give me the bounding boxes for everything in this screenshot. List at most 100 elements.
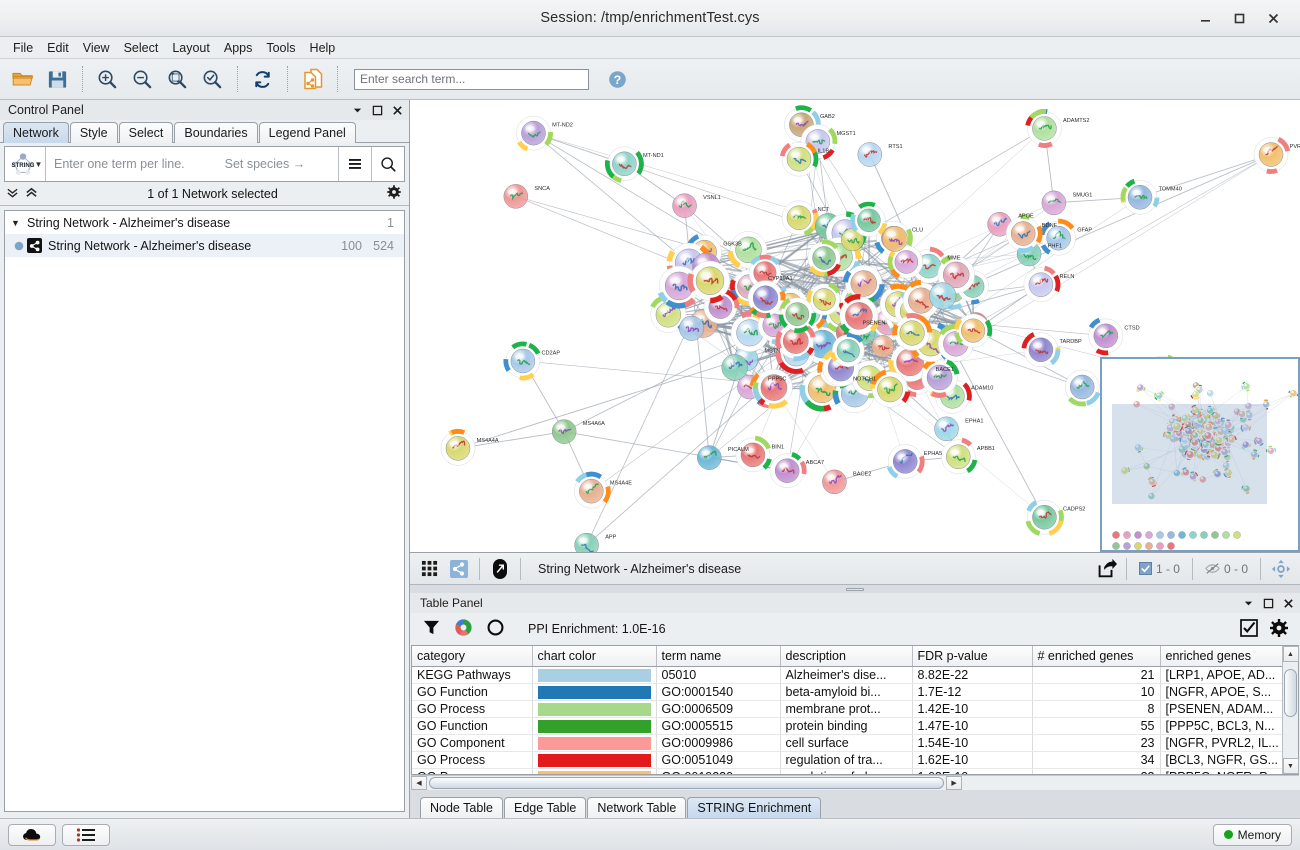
menu-help[interactable]: Help xyxy=(309,40,336,55)
network-share-icon[interactable] xyxy=(444,556,474,582)
zoom-in-icon[interactable] xyxy=(91,63,124,96)
network-node[interactable] xyxy=(521,120,546,146)
panel-splitter[interactable] xyxy=(410,585,1300,593)
expand-triangle-icon[interactable]: ▼ xyxy=(11,217,20,228)
chevron-down-icon[interactable] xyxy=(352,105,363,116)
network-node[interactable] xyxy=(445,436,471,461)
search-input[interactable]: Enter search term... xyxy=(354,68,589,90)
table-row[interactable]: GO Function GO:0001540 beta-amyloid bi... 1… xyxy=(412,683,1282,701)
network-node[interactable] xyxy=(1243,383,1250,390)
hidden-nodes-count[interactable]: 0 - 0 xyxy=(1198,562,1255,576)
network-node[interactable] xyxy=(1093,323,1119,349)
network-node[interactable] xyxy=(612,151,637,177)
grid-icon[interactable] xyxy=(414,556,444,582)
menu-file[interactable]: File xyxy=(13,40,34,55)
zoom-out-icon[interactable] xyxy=(126,63,159,96)
column-header-fdr-pvalue[interactable]: FDR p-value xyxy=(912,646,1033,667)
close-panel-icon[interactable] xyxy=(392,105,403,116)
menu-tools[interactable]: Tools xyxy=(266,40,296,55)
network-node[interactable] xyxy=(850,270,877,297)
table-row[interactable]: GO Process GO:0006509 membrane prot... 1.42… xyxy=(412,700,1282,718)
menu-apps[interactable]: Apps xyxy=(223,40,253,55)
network-node[interactable] xyxy=(871,335,895,358)
tab-network[interactable]: Network xyxy=(3,122,69,143)
select-all-checkbox-icon[interactable] xyxy=(1240,618,1258,640)
minimize-button[interactable] xyxy=(1188,3,1222,33)
gear-icon[interactable] xyxy=(387,185,401,202)
network-node[interactable] xyxy=(894,250,919,274)
network-node[interactable] xyxy=(1028,272,1054,297)
tab-legend-panel[interactable]: Legend Panel xyxy=(258,122,356,143)
network-node[interactable] xyxy=(1192,391,1199,398)
network-node[interactable] xyxy=(1010,221,1036,246)
string-search-icon[interactable] xyxy=(372,147,404,181)
set-species-link[interactable]: Set species → xyxy=(224,157,306,171)
network-canvas[interactable]: MT-ND2 MT-ND1 VSNL1 CD2AP MS4A4A MS4A6A MS4A4E… xyxy=(410,100,1300,553)
collapse-all-icon[interactable] xyxy=(6,186,19,202)
network-node[interactable] xyxy=(892,449,918,474)
network-node[interactable] xyxy=(1267,447,1275,455)
cloud-button[interactable] xyxy=(8,823,56,846)
table-horizontal-scrollbar[interactable]: ◀ ▶ xyxy=(411,775,1299,790)
scroll-up-arrow-icon[interactable]: ▲ xyxy=(1282,646,1299,662)
network-node[interactable] xyxy=(857,142,883,167)
network-node[interactable] xyxy=(785,302,810,326)
tree-row-parent[interactable]: ▼ String Network - Alzheimer's disease 1 xyxy=(5,211,404,234)
network-node[interactable] xyxy=(672,193,697,218)
menu-edit[interactable]: Edit xyxy=(47,40,69,55)
filter-icon[interactable] xyxy=(422,618,441,640)
tab-boundaries[interactable]: Boundaries xyxy=(174,122,258,143)
column-header-enriched-genes[interactable]: enriched genes xyxy=(1160,646,1282,667)
network-graph[interactable]: MT-ND2 MT-ND1 VSNL1 CD2AP MS4A4A MS4A6A MS4A4E… xyxy=(410,100,1300,552)
gear-icon[interactable] xyxy=(1270,618,1288,640)
selected-nodes-count[interactable]: 1 - 0 xyxy=(1132,562,1187,576)
table-row[interactable]: GO Process GO:0019220regulation of ph...1… xyxy=(412,768,1282,774)
center-network-icon[interactable] xyxy=(1266,556,1296,582)
table-row[interactable]: GO Function GO:0005515 protein binding 1.47… xyxy=(412,717,1282,735)
network-node[interactable] xyxy=(1156,392,1163,399)
save-icon[interactable] xyxy=(41,63,74,96)
network-node[interactable] xyxy=(786,146,812,172)
menu-view[interactable]: View xyxy=(82,40,110,55)
string-dropdown-caret-icon[interactable]: ▼ xyxy=(34,159,43,169)
birds-eye-view[interactable] xyxy=(1100,357,1300,552)
network-node[interactable] xyxy=(946,444,971,469)
export-icon[interactable] xyxy=(1091,556,1121,582)
network-node[interactable] xyxy=(1137,384,1144,391)
circle-icon[interactable] xyxy=(486,618,505,640)
network-node[interactable] xyxy=(857,208,881,233)
network-node[interactable] xyxy=(812,288,836,311)
network-node[interactable] xyxy=(1041,190,1067,216)
float-panel-icon[interactable] xyxy=(372,105,383,116)
table-row[interactable]: GO Component GO:0009986 cell surface 1.54E-… xyxy=(412,734,1282,752)
network-node[interactable] xyxy=(836,339,860,363)
tab-style[interactable]: Style xyxy=(69,122,118,143)
tab-network-table[interactable]: Network Table xyxy=(587,797,687,818)
string-logo-icon[interactable]: STRING ▼ xyxy=(5,147,45,181)
network-node[interactable] xyxy=(1032,116,1057,141)
horizontal-scroll-thumb[interactable] xyxy=(429,777,945,789)
tasks-button[interactable] xyxy=(62,823,110,846)
column-header-enriched-gene-count[interactable]: # enriched genes xyxy=(1032,646,1161,667)
scroll-right-arrow-icon[interactable]: ▶ xyxy=(946,776,963,790)
network-node[interactable] xyxy=(961,318,986,343)
column-header-category[interactable]: category xyxy=(412,646,533,667)
network-node[interactable] xyxy=(1290,390,1297,397)
menu-select[interactable]: Select xyxy=(123,40,159,55)
close-button[interactable] xyxy=(1256,3,1290,33)
memory-button[interactable]: Memory xyxy=(1212,823,1292,846)
fit-selected-icon[interactable] xyxy=(196,63,229,96)
refresh-icon[interactable] xyxy=(246,63,279,96)
table-row[interactable]: KEGG Pathways 05010 Alzheimer's dise... 8.8… xyxy=(412,666,1282,684)
maximize-button[interactable] xyxy=(1222,3,1256,33)
fit-network-icon[interactable] xyxy=(161,63,194,96)
close-panel-icon[interactable] xyxy=(1283,598,1294,609)
column-header-description[interactable]: description xyxy=(780,646,913,667)
tab-edge-table[interactable]: Edge Table xyxy=(504,797,587,818)
expand-all-icon[interactable] xyxy=(25,186,38,202)
folder-open-icon[interactable] xyxy=(6,63,39,96)
share-document-icon[interactable] xyxy=(296,63,329,96)
network-node[interactable] xyxy=(697,445,722,470)
network-node[interactable] xyxy=(503,184,529,209)
pill-arrow-icon[interactable] xyxy=(485,556,515,582)
